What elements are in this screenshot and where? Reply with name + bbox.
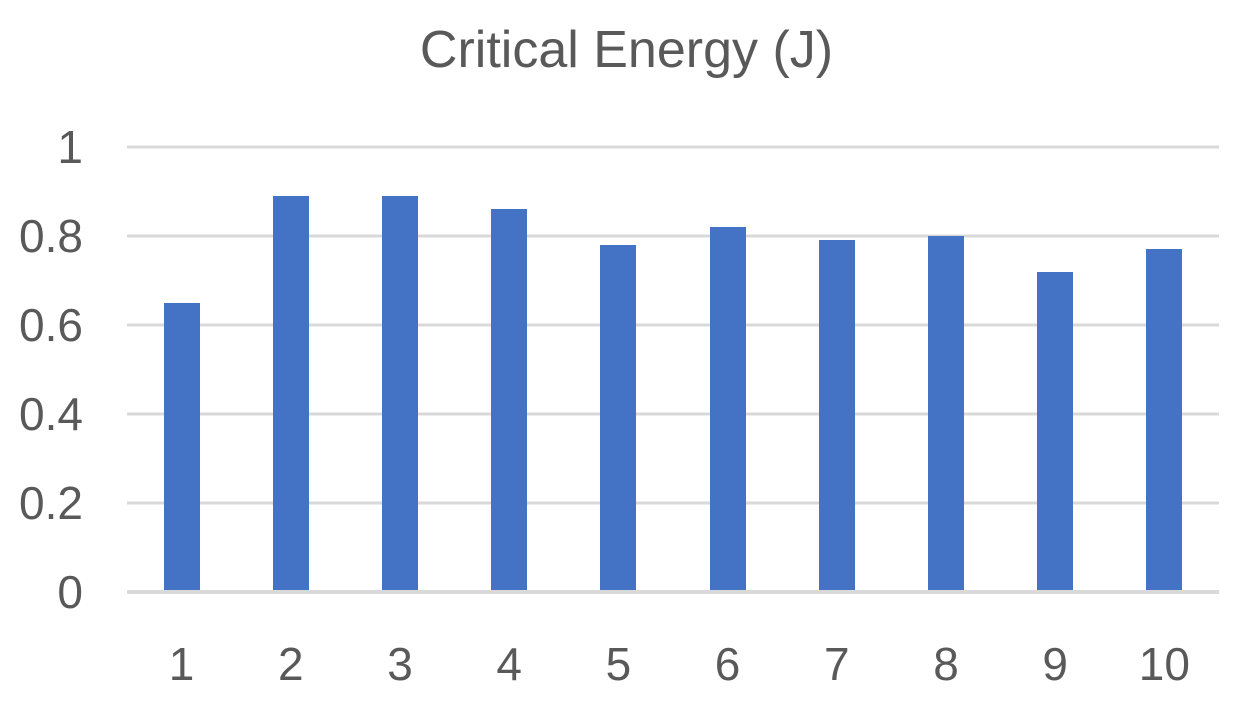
y-tick-label: 0.6: [19, 299, 83, 351]
x-tick-label: 7: [824, 638, 850, 690]
gridline: [127, 501, 1219, 505]
gridline: [127, 323, 1219, 327]
chart-title: Critical Energy (J): [419, 21, 834, 79]
gridline: [127, 145, 1219, 149]
plot-area: [127, 145, 1219, 594]
y-tick-label: 0.2: [19, 477, 83, 529]
x-tick-label: 5: [605, 638, 632, 690]
bar-category-2: [272, 196, 309, 592]
bar-category-1: [163, 303, 200, 592]
y-tick-label: 0.8: [19, 210, 83, 262]
y-tick-label: 0: [57, 566, 83, 618]
x-axis-labels: 1 2 3 4 5 6 7 8 9 10: [0, 641, 1253, 701]
x-tick-label: 9: [1042, 638, 1068, 690]
bar-category-3: [382, 196, 418, 592]
bar-category-4: [491, 209, 528, 592]
x-tick-label: 6: [714, 638, 741, 690]
x-tick-label: 1: [168, 638, 195, 690]
bar-category-9: [1037, 272, 1074, 592]
y-axis-labels: 0 0.2 0.4 0.6 0.8 1: [0, 0, 83, 705]
gridline: [127, 412, 1219, 416]
x-tick-label: 10: [1138, 638, 1190, 690]
y-tick-label: 0.4: [19, 388, 83, 440]
x-tick-label: 2: [278, 638, 304, 690]
x-axis-line: [127, 590, 1219, 594]
x-tick-label: 3: [387, 638, 413, 690]
bar-category-5: [600, 245, 637, 592]
gridline: [127, 234, 1219, 238]
bar-category-10: [1146, 249, 1183, 592]
x-tick-label: 8: [933, 638, 959, 690]
x-tick-label: 4: [496, 638, 522, 690]
y-tick-label: 1: [57, 121, 83, 173]
bar-category-8: [928, 236, 964, 592]
bar-category-7: [818, 240, 855, 592]
bar-category-6: [709, 227, 746, 592]
